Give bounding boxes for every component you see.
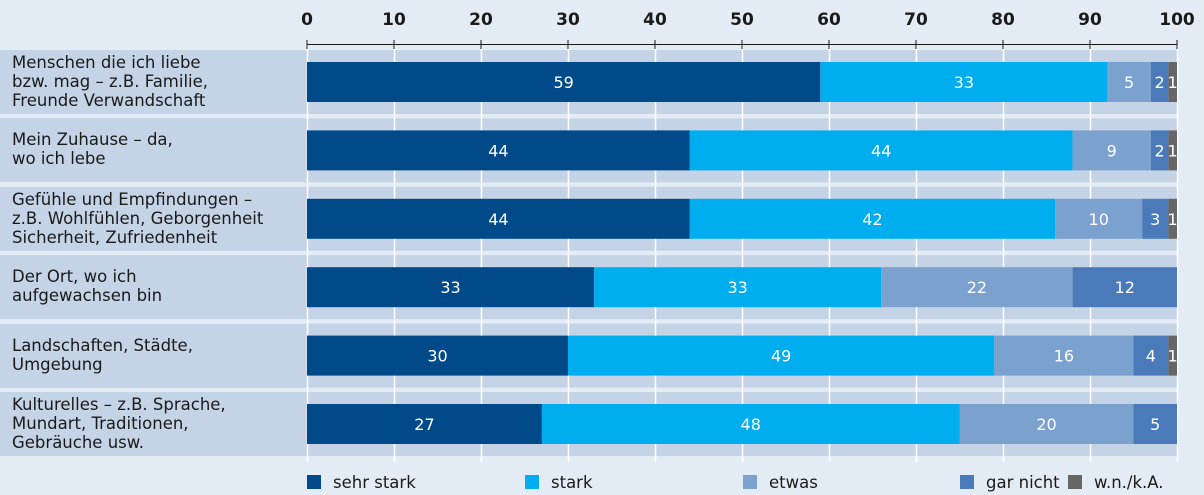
bar-segment <box>307 335 568 376</box>
data-label: 33 <box>440 278 460 297</box>
category-label-line: Kulturelles – z.B. Sprache, <box>12 395 226 414</box>
data-label: 10 <box>1089 210 1109 229</box>
category-label: Menschen die ich liebe bzw. mag – z.B. Fa… <box>0 50 304 114</box>
bar-segment <box>820 62 1108 102</box>
bar-segment <box>881 267 1073 308</box>
bar-segment <box>1107 62 1151 102</box>
bar-segment <box>1072 267 1177 308</box>
category-label-line: z.B. Wohlfühlen, Geborgenheit <box>12 208 264 228</box>
legend-swatch <box>307 475 321 489</box>
data-label: 3 <box>1150 210 1160 229</box>
bar-segment <box>1150 62 1169 102</box>
bar-segment <box>1168 62 1177 102</box>
data-label: 22 <box>967 278 987 297</box>
data-label: 1 <box>1168 73 1178 92</box>
bar-segment <box>307 130 690 171</box>
data-label: 49 <box>771 347 791 366</box>
data-label: 9 <box>1107 141 1117 160</box>
x-tick-label: 50 <box>730 10 754 30</box>
bar-segment <box>959 404 1134 444</box>
x-tick-label: 30 <box>556 10 580 30</box>
x-tick-label: 90 <box>1078 10 1102 30</box>
data-label: 48 <box>741 415 761 434</box>
data-label: 33 <box>954 73 974 92</box>
category-label-line: Der Ort, wo ich <box>12 267 137 287</box>
bar-segment <box>307 198 690 239</box>
x-tick-label: 10 <box>382 10 406 30</box>
data-label: 30 <box>427 347 447 366</box>
category-label: Der Ort, wo ich aufgewachsen bin <box>0 255 304 320</box>
bar-segment <box>1133 404 1177 444</box>
legend-label: stark <box>551 473 593 492</box>
data-label: 12 <box>1115 278 1135 297</box>
bar-segment <box>689 198 1056 239</box>
data-label: 16 <box>1054 347 1074 366</box>
x-tick-label: 70 <box>904 10 928 30</box>
data-label: 1 <box>1168 347 1178 366</box>
data-label: 59 <box>553 73 573 92</box>
bar-segment <box>1072 130 1151 171</box>
category-label: Kulturelles – z.B. Sprache, Mundart, Trad… <box>0 392 304 456</box>
bar-segment <box>307 404 542 444</box>
data-label: 44 <box>488 141 508 160</box>
category-label: Gefühle und Empfindungen – z.B. Wohlfühle… <box>0 186 304 251</box>
category-label-line: wo ich lebe <box>12 149 106 169</box>
legend-swatch <box>960 475 974 489</box>
bar-segment <box>307 62 821 102</box>
data-label: 2 <box>1155 73 1165 92</box>
category-label-line: Umgebung <box>12 354 103 374</box>
legend-swatch <box>743 475 757 489</box>
bar-segment <box>568 335 995 376</box>
category-label-line: bzw. mag – z.B. Familie, <box>12 72 209 91</box>
category-label: Mein Zuhause – da, wo ich lebe <box>0 118 304 183</box>
legend-label: gar nicht <box>986 473 1060 492</box>
bar-segment <box>1168 198 1177 239</box>
x-tick-label: 60 <box>817 10 841 30</box>
x-tick-label: 0 <box>301 10 313 30</box>
bar-segment <box>541 404 960 444</box>
category-label: Landschaften, Städte, Umgebung <box>0 323 304 388</box>
bar-segment <box>594 267 882 308</box>
category-label-line: Mundart, Traditionen, <box>12 414 189 433</box>
category-label-line: aufgewachsen bin <box>12 286 163 306</box>
data-label: 33 <box>727 278 747 297</box>
bar-segment <box>1133 335 1169 376</box>
category-label-line: Gebräuche usw. <box>12 433 144 452</box>
category-label-line: Landschaften, Städte, <box>12 335 193 355</box>
legend-label: w.n./k.A. <box>1094 473 1164 492</box>
category-label-line: Freunde Verwandschaft <box>12 91 206 110</box>
legend-swatch <box>525 475 539 489</box>
bar-segment <box>689 130 1073 171</box>
category-label-line: Sicherheit, Zufriedenheit <box>12 227 218 247</box>
data-label: 4 <box>1146 347 1156 366</box>
legend-label: etwas <box>769 473 818 492</box>
category-label-line: Gefühle und Empfindungen – <box>12 189 253 209</box>
bar-segment <box>1168 130 1177 171</box>
x-tick-label: 80 <box>991 10 1015 30</box>
data-label: 5 <box>1124 73 1134 92</box>
data-label: 2 <box>1155 141 1165 160</box>
legend-swatch <box>1068 475 1082 489</box>
bar-segment <box>1142 198 1169 239</box>
bar-segment <box>1055 198 1143 239</box>
bar-segment <box>307 267 595 308</box>
category-label-line: Menschen die ich liebe <box>12 53 201 72</box>
category-label-line: Mein Zuhause – da, <box>12 130 173 150</box>
bar-segment <box>1150 130 1169 171</box>
legend-label: sehr stark <box>333 473 416 492</box>
x-tick-label: 100 <box>1159 10 1195 30</box>
x-tick-label: 40 <box>643 10 667 30</box>
x-tick-label: 20 <box>469 10 493 30</box>
bar-segment <box>1168 335 1177 376</box>
data-label: 27 <box>414 415 434 434</box>
data-label: 42 <box>862 210 882 229</box>
data-label: 44 <box>871 141 891 160</box>
data-label: 44 <box>488 210 508 229</box>
data-label: 1 <box>1168 210 1178 229</box>
data-label: 5 <box>1150 415 1160 434</box>
data-label: 1 <box>1168 141 1178 160</box>
bar-segment <box>994 335 1134 376</box>
data-label: 20 <box>1036 415 1056 434</box>
